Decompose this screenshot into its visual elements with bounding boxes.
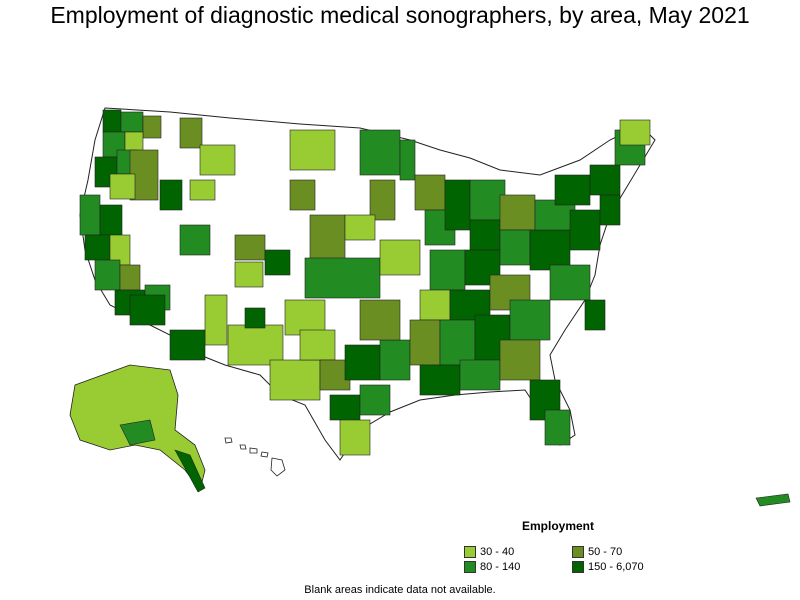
legend-label: 50 - 70 <box>588 546 623 558</box>
legend-item-30-40: 30 - 40 <box>464 546 514 558</box>
legend-label: 80 - 140 <box>480 561 521 573</box>
legend-title: Employment <box>522 519 595 533</box>
legend-swatch-80-140 <box>464 561 476 573</box>
legend-swatch-30-40 <box>464 546 476 558</box>
puerto-rico-region <box>755 493 791 507</box>
footnote: Blank areas indicate data not available. <box>304 584 496 596</box>
legend-swatch-50-70 <box>572 546 584 558</box>
legend-label: 150 - 6,070 <box>588 561 644 573</box>
legend-swatch-150-6070 <box>572 561 584 573</box>
map-title: Employment of diagnostic medical sonogra… <box>50 2 750 28</box>
hawaii-islands <box>224 437 286 477</box>
alaska-panhandle-region <box>174 449 206 493</box>
legend-item-150-6070: 150 - 6,070 <box>572 561 644 573</box>
legend-item-50-70: 50 - 70 <box>572 546 622 558</box>
legend-item-80-140: 80 - 140 <box>464 561 520 573</box>
alaska-southeast-region <box>119 419 156 446</box>
msa-regions <box>79 109 651 456</box>
legend-label: 30 - 40 <box>480 546 515 558</box>
